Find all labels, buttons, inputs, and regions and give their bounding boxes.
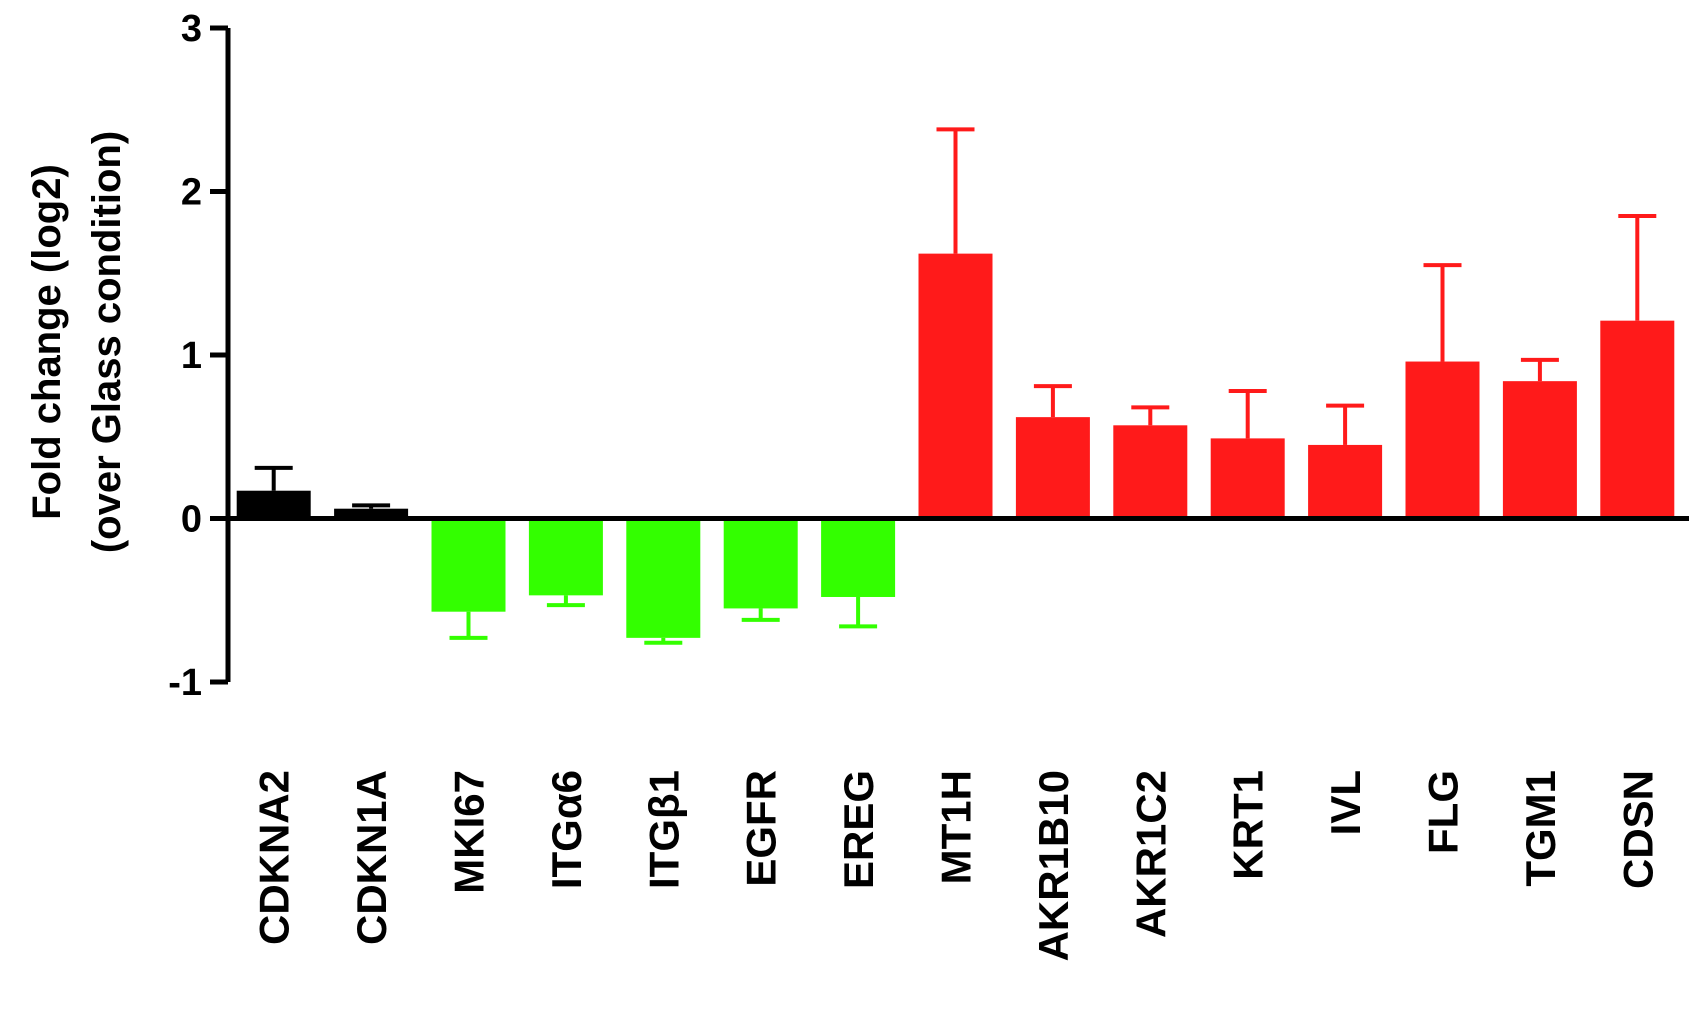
error-bar: [1033, 384, 1072, 418]
x-tick-label: EREG: [835, 770, 882, 889]
error-bar: [1520, 357, 1559, 382]
error-bar: [644, 637, 683, 645]
error-bars: [254, 127, 1657, 645]
x-tick-label: AKR1B10: [1030, 770, 1077, 961]
y-axis-title-line-2: (over Glass condition): [85, 131, 129, 553]
bar: [1502, 381, 1577, 519]
bar: [821, 518, 896, 597]
x-tick-label: FLG: [1420, 770, 1467, 854]
category-labels: CDKNA2 CDKN1A MKI67 ITGα6 ITGβ1 EGFR EREG MT1H A…: [251, 770, 1662, 961]
error-bar: [1131, 405, 1170, 426]
bar: [334, 508, 409, 519]
y-axis-title-line-1: Fold change (log2): [25, 164, 69, 520]
bar: [1210, 438, 1285, 519]
bar: [626, 518, 701, 638]
x-tick-label: ITGα6: [543, 770, 590, 889]
error-bar: [1423, 263, 1462, 362]
error-bar: [839, 596, 878, 629]
bar: [1405, 361, 1480, 519]
x-tick-label: KRT1: [1225, 770, 1272, 880]
error-bar: [1618, 214, 1657, 321]
bar: [1308, 444, 1383, 519]
bar: [431, 518, 506, 612]
error-bar: [1326, 403, 1365, 445]
bar: [723, 518, 798, 609]
x-tick-label: EGFR: [738, 770, 785, 887]
x-tick-label: ITGβ1: [640, 770, 687, 889]
error-bar: [741, 608, 780, 622]
x-tick-label: MT1H: [933, 770, 980, 884]
x-tick-label: CDSN: [1614, 770, 1661, 889]
bar: [1015, 417, 1090, 519]
x-tick-label: CDKNA2: [251, 770, 298, 945]
error-bar: [449, 611, 488, 640]
x-tick-label: TGM1: [1517, 770, 1564, 887]
y-axis-title: Fold change (log2) (over Glass condition…: [25, 131, 129, 553]
bar: [918, 253, 993, 519]
y-axis: -1 0 1 2 3: [168, 8, 231, 704]
bar: [236, 490, 311, 519]
error-bar: [546, 595, 585, 608]
bar: [1113, 425, 1188, 519]
error-bar: [352, 503, 391, 509]
y-tick-label: 1: [181, 335, 202, 377]
bar: [1600, 320, 1675, 519]
y-tick-label: 0: [181, 499, 202, 541]
x-tick-label: CDKN1A: [348, 770, 395, 945]
error-bar: [1228, 388, 1267, 439]
y-tick-label: 2: [181, 172, 202, 214]
y-tick-label: 3: [181, 8, 202, 50]
x-tick-label: AKR1C2: [1127, 770, 1174, 938]
x-tick-label: MKI67: [446, 770, 493, 894]
x-tick-label: IVL: [1322, 770, 1369, 835]
error-bar: [936, 127, 975, 254]
bars: [236, 253, 1675, 638]
y-tick-label: -1: [168, 662, 202, 704]
error-bar: [254, 465, 293, 491]
bar: [528, 518, 603, 596]
